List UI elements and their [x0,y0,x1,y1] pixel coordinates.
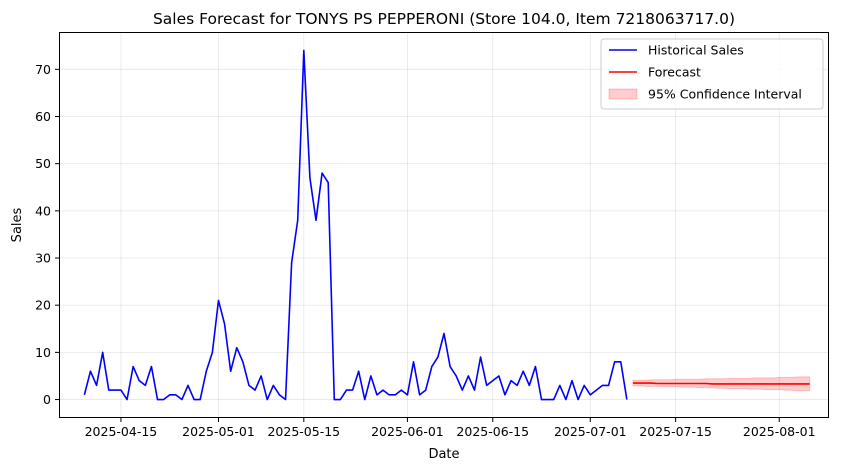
x-tick-label: 2025-07-01 [554,424,627,439]
series-line-layer [83,49,810,401]
historical-sales-line [83,49,628,401]
y-tick-label: 70 [35,62,51,77]
y-tick-label: 60 [35,109,51,124]
y-tick-label: 0 [43,392,51,407]
x-tick-label: 2025-06-01 [371,424,444,439]
x-tick-label: 2025-06-15 [456,424,529,439]
legend-label-95-confidence-interval: 95% Confidence Interval [648,87,802,102]
x-tick-label: 2025-05-01 [182,424,255,439]
y-tick-label: 20 [35,298,51,313]
x-tick-label: 2025-08-01 [743,424,816,439]
y-axis: 0 10 20 30 40 50 60 70 [35,62,60,407]
x-tick-label: 2025-05-15 [267,424,340,439]
y-tick-label: 50 [35,156,51,171]
forecast-line [632,382,810,385]
chart-title: Sales Forecast for TONYS PS PEPPERONI (S… [153,10,735,28]
y-tick-label: 40 [35,203,51,218]
legend-box [600,38,824,110]
x-tick-label: 2025-07-15 [639,424,712,439]
y-axis-label: Sales [10,207,25,242]
legend-label-forecast: Forecast [648,65,701,80]
x-tick-label: 2025-04-15 [85,424,158,439]
legend-label-historical-sales: Historical Sales [648,43,744,58]
legend-swatch-95-confidence-interval [608,88,638,100]
y-tick-label: 10 [35,345,51,360]
x-axis-label: Date [428,447,459,462]
x-axis: 2025-04-15 2025-05-01 2025-05-15 2025-06-01… [85,417,816,439]
y-tick-label: 30 [35,251,51,266]
grid [60,33,828,417]
plot-frame [59,32,829,418]
legend: Historical Sales Forecast 95% Confidence I… [600,38,824,110]
